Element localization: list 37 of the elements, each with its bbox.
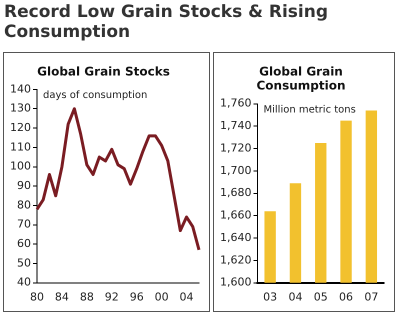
y-tick-label: 120 <box>10 120 31 134</box>
x-tick-label: 00 <box>154 290 169 304</box>
y-tick-label: 1,620 <box>220 253 252 266</box>
y-tick-label: 1,740 <box>220 119 252 132</box>
chart-subtitle: Global Grain Stocks <box>37 64 170 78</box>
x-tick-label: 06 <box>339 290 354 304</box>
x-tick-label: 92 <box>104 290 119 304</box>
y-tick-label: 60 <box>16 236 31 250</box>
x-tick-label: 96 <box>130 290 144 304</box>
y-tick-label: 80 <box>16 198 31 212</box>
y-tick-label: 1,600 <box>220 276 252 289</box>
x-tick-label: 80 <box>30 290 44 304</box>
y-tick-label: 100 <box>10 160 31 173</box>
y-tick-label: 70 <box>16 218 31 231</box>
y-tick-label: 90 <box>16 178 31 192</box>
y-axis-title: Million metric tons <box>263 104 356 116</box>
y-tick-label: 50 <box>16 256 31 270</box>
x-tick-label: 88 <box>80 290 94 304</box>
chart-title: Global Grain Consumption <box>256 64 346 93</box>
y-axis-title: days of consumption <box>42 90 148 101</box>
y-tick-label: 1,700 <box>220 164 252 177</box>
y-tick-label: 130 <box>10 102 31 115</box>
x-tick-label: 04 <box>288 290 302 304</box>
y-tick-label: 140 <box>10 82 31 96</box>
x-tick-label: 84 <box>54 290 69 304</box>
y-tick-label: 40 <box>16 276 31 289</box>
x-tick-label: 05 <box>314 290 328 304</box>
y-tick-label: 1,680 <box>220 186 252 200</box>
y-tick-label: 1,760 <box>220 96 252 110</box>
y-tick-label: 110 <box>10 140 31 154</box>
x-tick-label: 03 <box>263 290 278 304</box>
y-tick-label: 1,720 <box>220 141 252 154</box>
y-tick-label: 1,660 <box>220 208 252 222</box>
x-tick-label: 04 <box>180 290 194 304</box>
x-tick-label: 07 <box>364 290 378 304</box>
chart-title: Record Low Grain Stocks & Rising Consumption <box>4 2 329 42</box>
y-tick-label: 1,640 <box>220 230 252 244</box>
